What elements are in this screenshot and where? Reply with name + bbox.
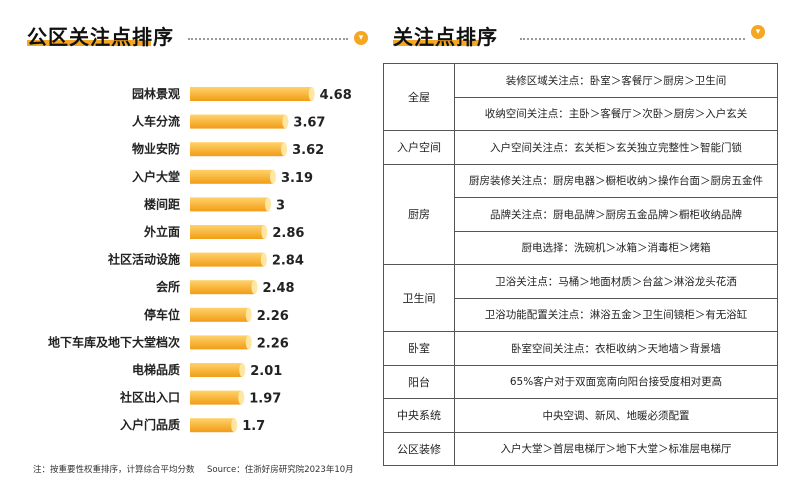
table-row: 入户空间 入户空间关注点：玄关柜＞玄关独立完整性＞智能门锁 (383, 130, 778, 165)
category-label: 物业安防 (132, 141, 180, 156)
value-label: 2.01 (250, 364, 282, 379)
bar (190, 418, 235, 433)
bar-cap (238, 390, 245, 405)
table-row: 收纳空间关注点：主卧＞客餐厅＞次卧＞厨房＞入户玄关 (384, 96, 778, 131)
bar-chart: 园林景观 4.68 人车分流 3.67 物业安防 3.62 入户大堂 3.19 楼间距 3 外立面 2… (48, 86, 352, 434)
detail-cell: 卫浴功能配置关注点：淋浴五金＞卫生间镜柜＞有无浴缸 (454, 297, 778, 332)
value-label: 2.48 (262, 281, 294, 296)
bar-cap (245, 307, 252, 322)
detail-cell: 卧室空间关注点：衣柜收纳＞天地墙＞背景墙 (454, 331, 778, 366)
table-row: 中央系统 中央空调、新风、地暖必须配置 (383, 398, 778, 433)
category-cell: 全屋 (383, 63, 455, 131)
focus-table: 全屋 装修区域关注点：卧室＞客餐厅＞厨房＞卫生间 收纳空间关注点：主卧＞客餐厅＞次卧… (383, 63, 778, 466)
bar (190, 87, 312, 101)
category-label: 社区出入口 (119, 390, 180, 405)
category-label: 入户门品质 (120, 417, 180, 432)
value-label: 3 (276, 198, 285, 213)
right-title-dotted-line (520, 38, 745, 40)
bar-cap (239, 363, 246, 377)
bar (190, 114, 286, 129)
category-label: 入户大堂 (132, 169, 180, 184)
category-label: 地下车库及地下大堂档次 (48, 334, 180, 349)
bar-cap (245, 335, 252, 350)
category-label: 楼间距 (144, 196, 180, 211)
value-label: 4.68 (320, 88, 352, 103)
value-label: 3.67 (293, 116, 325, 131)
detail-cell: 65%客户对于双面宽南向阳台接受度相对更高 (454, 364, 778, 399)
category-cell: 公区装修 (383, 431, 455, 466)
bar (190, 169, 273, 184)
category-label: 社区活动设施 (107, 252, 180, 267)
table-row: 阳台 65%客户对于双面宽南向阳台接受度相对更高 (383, 364, 778, 399)
value-label: 1.7 (242, 419, 265, 434)
table-row: 公区装修 入户大堂＞首层电梯厅＞地下大堂＞标准层电梯厅 (383, 431, 778, 466)
bar-cap (269, 169, 276, 184)
category-cell: 阳台 (383, 364, 455, 399)
chevron-down-icon: ▾ (751, 25, 765, 39)
detail-cell: 入户空间关注点：玄关柜＞玄关独立完整性＞智能门锁 (454, 130, 778, 165)
bar-cap (265, 197, 271, 212)
detail-cell: 收纳空间关注点：主卧＞客餐厅＞次卧＞厨房＞入户玄关 (454, 96, 778, 131)
detail-cell: 卫浴关注点：马桶＞地面材质＞台盆＞淋浴龙头花洒 (454, 264, 778, 299)
category-label: 会所 (156, 279, 180, 294)
left-title: 公区关注点排序 (27, 25, 174, 49)
category-label: 园林景观 (132, 86, 180, 101)
detail-cell: 厨房装修关注点：厨房电器＞橱柜收纳＞操作台面＞厨房五金件 (454, 163, 778, 198)
left-title-underline (27, 40, 151, 46)
bar (190, 363, 243, 377)
detail-cell: 入户大堂＞首层电梯厅＞地下大堂＞标准层电梯厅 (454, 431, 778, 466)
bar (190, 225, 265, 239)
value-label: 2.86 (272, 226, 304, 241)
bar (190, 142, 285, 157)
detail-cell: 品牌关注点：厨电品牌＞厨房五金品牌＞橱柜收纳品牌 (454, 197, 778, 232)
table-row: 卫生间 卫浴关注点：马桶＞地面材质＞台盆＞淋浴龙头花洒 (383, 264, 778, 332)
category-label: 停车位 (144, 307, 180, 322)
bar-cap (308, 87, 315, 101)
detail-cell: 厨电选择：洗碗机＞冰箱＞消毒柜＞烤箱 (454, 230, 778, 265)
value-label: 2.26 (257, 336, 289, 351)
category-cell: 中央系统 (383, 398, 455, 433)
table-row: 厨房 厨房装修关注点：厨房电器＞橱柜收纳＞操作台面＞厨房五金件 (383, 163, 778, 265)
value-label: 3.19 (281, 171, 313, 186)
table-row: 全屋 装修区域关注点：卧室＞客餐厅＞厨房＞卫生间 (383, 63, 778, 131)
bar (190, 280, 255, 295)
bar (190, 390, 242, 405)
category-cell: 卧室 (383, 331, 455, 366)
bar-cap (282, 114, 289, 129)
value-label: 3.62 (292, 143, 324, 158)
value-label: 2.84 (272, 254, 304, 269)
footnote: 注：按重要性权重排序，计算综合平均分数 (33, 465, 195, 475)
category-label: 外立面 (144, 224, 180, 239)
table-row: 卫浴功能配置关注点：淋浴五金＞卫生间镜柜＞有无浴缸 (384, 297, 778, 332)
category-cell: 入户空间 (383, 130, 455, 165)
right-title-underline (393, 40, 479, 46)
table-row: 品牌关注点：厨电品牌＞厨房五金品牌＞橱柜收纳品牌 (384, 197, 778, 232)
category-label: 人车分流 (132, 114, 180, 129)
detail-cell: 装修区域关注点：卧室＞客餐厅＞厨房＞卫生间 (454, 63, 778, 98)
bar-cap (260, 252, 267, 267)
left-title-dotted-line (188, 38, 348, 40)
bar-cap (281, 142, 288, 157)
source-note: Source：住浙好房研究院2023年10月 (207, 465, 354, 475)
bar-cap (261, 225, 268, 239)
category-cell: 厨房 (383, 163, 455, 265)
table-row: 卧室 卧室空间关注点：衣柜收纳＞天地墙＞背景墙 (383, 331, 778, 366)
chevron-down-icon: ▾ (354, 31, 368, 45)
category-cell: 卫生间 (383, 264, 455, 332)
bar (190, 335, 249, 350)
bar (190, 307, 249, 322)
bar (190, 252, 264, 267)
bar-cap (251, 280, 258, 295)
bar-cap (231, 418, 238, 433)
bar (190, 197, 268, 212)
right-title: 关注点排序 (393, 25, 498, 49)
category-label: 电梯品质 (132, 362, 180, 377)
detail-cell: 中央空调、新风、地暖必须配置 (454, 398, 778, 433)
value-label: 2.26 (257, 309, 289, 324)
value-label: 1.97 (249, 392, 281, 407)
